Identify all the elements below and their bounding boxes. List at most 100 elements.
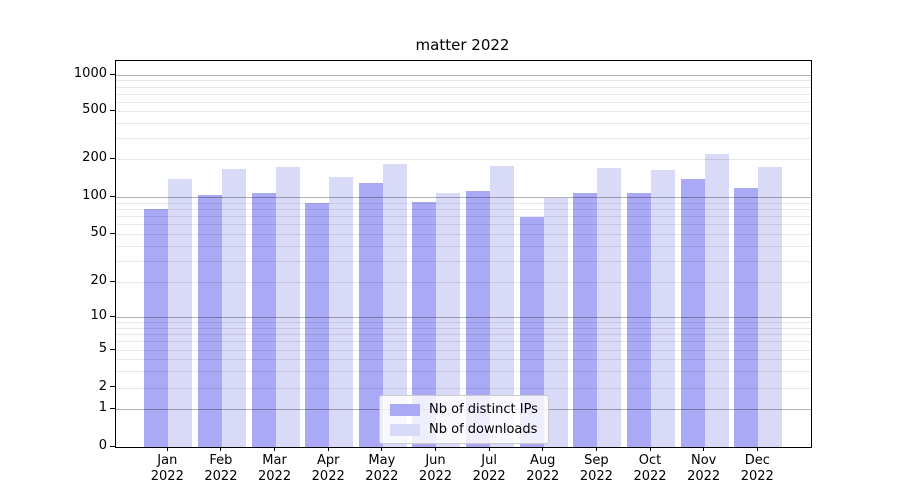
bar-distinct-ips	[197, 195, 222, 447]
minor-gridline	[116, 327, 811, 329]
legend-swatch-distinct-ips	[390, 403, 420, 416]
y-tick-mark	[110, 195, 115, 197]
y-tick-label: 200	[82, 150, 107, 166]
minor-gridline	[116, 202, 811, 204]
x-tick-label: Jun 2022	[418, 453, 453, 484]
minor-gridline	[116, 333, 811, 335]
minor-gridline	[116, 234, 811, 236]
bar-downloads	[168, 178, 193, 447]
bar-distinct-ips	[144, 209, 169, 447]
x-tick-mark	[327, 447, 329, 451]
legend: Nb of distinct IPs Nb of downloads	[379, 395, 549, 444]
minor-gridline	[116, 111, 811, 112]
y-tick-label: 50	[90, 225, 107, 241]
x-tick-mark	[220, 447, 222, 451]
legend-label-downloads: Nb of downloads	[429, 422, 538, 437]
x-tick-label: Dec 2022	[740, 453, 774, 484]
y-tick-mark	[110, 109, 115, 111]
bar-distinct-ips	[680, 179, 705, 447]
y-tick-mark	[110, 280, 115, 282]
minor-gridline	[116, 101, 811, 103]
x-tick-label: Nov 2022	[687, 453, 721, 484]
x-tick-label: May 2022	[365, 453, 399, 484]
minor-gridline	[116, 322, 811, 324]
minor-gridline	[116, 282, 811, 283]
y-tick-mark	[110, 348, 115, 350]
x-tick-label: Jul 2022	[472, 453, 506, 484]
y-tick-label: 100	[82, 188, 107, 203]
minor-gridline	[116, 80, 811, 82]
minor-gridline	[116, 159, 811, 161]
minor-gridline	[116, 122, 811, 124]
x-tick-mark	[381, 447, 383, 451]
major-gridline	[116, 197, 811, 198]
y-tick-label: 1	[98, 400, 107, 415]
minor-gridline	[116, 93, 811, 95]
bar-downloads	[704, 154, 729, 447]
plot-area: Nb of distinct IPs Nb of downloads	[115, 60, 812, 448]
y-tick-label: 0	[98, 438, 107, 453]
x-tick-label: Jan 2022	[150, 453, 184, 484]
bar-downloads	[275, 166, 300, 447]
x-tick-mark	[649, 447, 651, 451]
minor-gridline	[116, 359, 811, 361]
minor-gridline	[116, 350, 811, 351]
y-tick-label: 500	[82, 102, 107, 117]
minor-gridline	[116, 387, 811, 389]
x-tick-label: Oct 2022	[633, 453, 667, 484]
minor-gridline	[116, 224, 811, 226]
y-tick-mark	[110, 315, 115, 317]
minor-gridline	[116, 137, 811, 139]
y-tick-mark	[110, 445, 115, 447]
major-gridline	[116, 317, 811, 318]
minor-gridline	[116, 370, 811, 372]
x-tick-label: Sep 2022	[579, 453, 613, 484]
x-tick-mark	[166, 447, 168, 451]
x-tick-mark	[434, 447, 436, 451]
legend-swatch-downloads	[390, 423, 420, 436]
y-tick-mark	[110, 73, 115, 75]
minor-gridline	[116, 245, 811, 247]
bar-distinct-ips	[251, 193, 276, 447]
x-tick-label: Apr 2022	[311, 453, 345, 484]
bar-distinct-ips	[734, 188, 759, 447]
y-tick-label: 2	[98, 378, 107, 394]
bar-distinct-ips	[573, 192, 598, 447]
minor-gridline	[116, 260, 811, 262]
bar-distinct-ips	[627, 193, 652, 447]
x-tick-mark	[703, 447, 705, 451]
x-tick-label: Feb 2022	[204, 453, 238, 484]
x-tick-mark	[274, 447, 276, 451]
bar-downloads	[329, 176, 354, 447]
chart-title: matter 2022	[415, 36, 510, 54]
y-tick-mark	[110, 407, 115, 409]
bar-distinct-ips	[305, 202, 330, 447]
x-tick-mark	[542, 447, 544, 451]
legend-item: Nb of distinct IPs	[390, 402, 538, 417]
minor-gridline	[116, 341, 811, 343]
y-tick-label: 20	[90, 273, 107, 288]
major-gridline	[116, 75, 811, 76]
x-tick-mark	[756, 447, 758, 451]
minor-gridline	[116, 86, 811, 88]
legend-item: Nb of downloads	[390, 422, 538, 437]
y-tick-mark	[110, 157, 115, 159]
x-tick-mark	[595, 447, 597, 451]
bar-downloads	[597, 167, 622, 447]
bar-downloads	[651, 170, 676, 447]
x-tick-mark	[488, 447, 490, 451]
bar-downloads	[221, 168, 246, 447]
legend-label-distinct-ips: Nb of distinct IPs	[429, 402, 538, 417]
y-tick-mark	[110, 232, 115, 234]
minor-gridline	[116, 209, 811, 210]
bar-downloads	[758, 167, 783, 447]
y-tick-label: 10	[90, 308, 107, 323]
y-tick-label: 1000	[73, 66, 107, 81]
y-tick-mark	[110, 386, 115, 387]
x-tick-label: Aug 2022	[526, 453, 560, 484]
x-tick-label: Mar 2022	[258, 453, 292, 484]
bar-distinct-ips	[358, 182, 383, 447]
minor-gridline	[116, 216, 811, 218]
y-tick-label: 5	[98, 341, 107, 356]
